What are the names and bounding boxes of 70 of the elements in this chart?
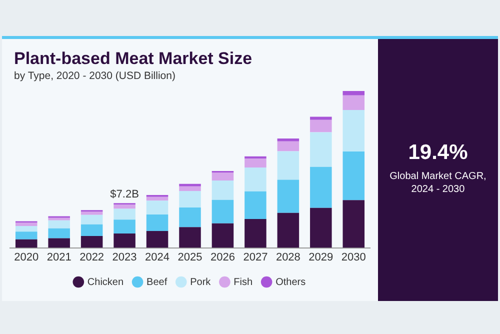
bar bbox=[310, 132, 332, 167]
x-tick-label: 2030 bbox=[341, 251, 366, 264]
legend-label: Fish bbox=[234, 276, 253, 288]
bar bbox=[179, 227, 201, 248]
bar bbox=[310, 208, 332, 248]
bar bbox=[80, 212, 103, 215]
bar bbox=[277, 180, 300, 213]
bar bbox=[212, 172, 234, 181]
bar bbox=[114, 220, 136, 234]
bar bbox=[146, 196, 168, 201]
bar bbox=[179, 184, 201, 186]
bar bbox=[310, 120, 332, 132]
chart-subtitle: by Type, 2020 - 2030 (USD Billion) bbox=[14, 70, 176, 82]
bar bbox=[342, 200, 365, 248]
x-tick-label: 2029 bbox=[308, 251, 334, 264]
legend-label: Chicken bbox=[87, 276, 124, 288]
bar bbox=[342, 91, 365, 96]
bar bbox=[310, 166, 332, 208]
bar bbox=[114, 234, 136, 248]
x-tick-label: 2026 bbox=[210, 251, 235, 264]
bar bbox=[342, 152, 365, 200]
bar bbox=[212, 200, 234, 224]
x-tick-label: 2025 bbox=[178, 251, 202, 264]
legend-label: Others bbox=[276, 276, 306, 288]
x-tick-label: 2027 bbox=[243, 251, 268, 264]
annotation: $7.2B bbox=[110, 188, 139, 201]
bar bbox=[179, 191, 201, 208]
x-tick-label: 2020 bbox=[14, 251, 39, 264]
bar bbox=[80, 214, 103, 224]
x-tick-label: 2022 bbox=[80, 251, 104, 264]
bar bbox=[342, 110, 365, 152]
bar bbox=[15, 232, 38, 240]
text: Global Market CAGR, 2024 - 2030 bbox=[388, 170, 488, 196]
bar bbox=[15, 222, 38, 226]
bar bbox=[212, 180, 234, 200]
bar bbox=[277, 151, 300, 180]
bar bbox=[277, 212, 300, 248]
bar bbox=[244, 191, 266, 219]
x-tick-label: 2028 bbox=[276, 251, 300, 264]
bar bbox=[80, 224, 103, 236]
bar bbox=[48, 228, 70, 238]
bar bbox=[212, 223, 234, 248]
bar bbox=[146, 231, 168, 248]
bar bbox=[244, 218, 266, 248]
bar bbox=[342, 95, 365, 110]
x-tick-label: 2023 bbox=[112, 251, 137, 264]
bar bbox=[310, 116, 332, 120]
text: 19.4% bbox=[407, 141, 469, 165]
bar bbox=[244, 168, 266, 192]
chart-title: Plant-based Meat Market Size bbox=[14, 49, 252, 69]
bar bbox=[179, 208, 201, 228]
x-tick-label: 2024 bbox=[145, 251, 170, 264]
bar bbox=[244, 156, 266, 159]
legend-label: Beef bbox=[146, 276, 168, 288]
bar bbox=[48, 218, 70, 220]
bar bbox=[146, 200, 168, 215]
bar bbox=[15, 226, 38, 232]
legend-label: Pork bbox=[190, 276, 212, 288]
bar bbox=[114, 208, 136, 220]
bar bbox=[277, 141, 300, 152]
x-tick-label: 2021 bbox=[46, 251, 72, 264]
bar bbox=[146, 214, 168, 232]
bar bbox=[15, 239, 38, 248]
bar bbox=[277, 138, 300, 142]
bar bbox=[244, 158, 266, 168]
bar bbox=[114, 204, 136, 209]
bar bbox=[80, 236, 103, 248]
bar bbox=[48, 220, 70, 228]
bar bbox=[179, 186, 201, 192]
bar bbox=[48, 238, 70, 248]
